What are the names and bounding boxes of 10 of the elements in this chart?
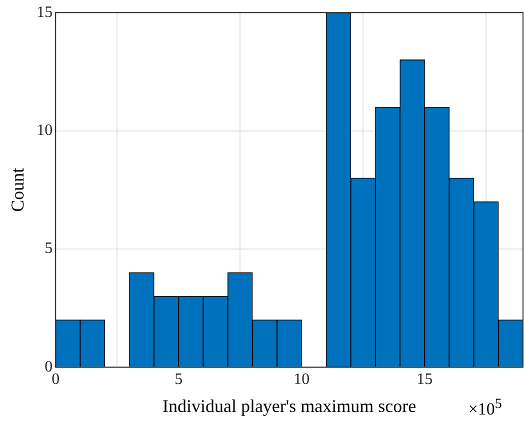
x-axis-title: Individual player's maximum score bbox=[162, 396, 416, 416]
x-tick-label: 10 bbox=[294, 371, 310, 388]
y-tick-label: 5 bbox=[44, 240, 53, 258]
y-axis-title: Count bbox=[8, 168, 28, 212]
y-tick-label: 15 bbox=[36, 4, 53, 21]
y-tick-label: 10 bbox=[36, 122, 53, 140]
x-tick-label: 15 bbox=[416, 371, 433, 388]
x-tick-label: 5 bbox=[174, 371, 183, 388]
y-tick-label: 0 bbox=[44, 358, 53, 376]
text: ×10$^{5}$ bbox=[468, 396, 502, 420]
